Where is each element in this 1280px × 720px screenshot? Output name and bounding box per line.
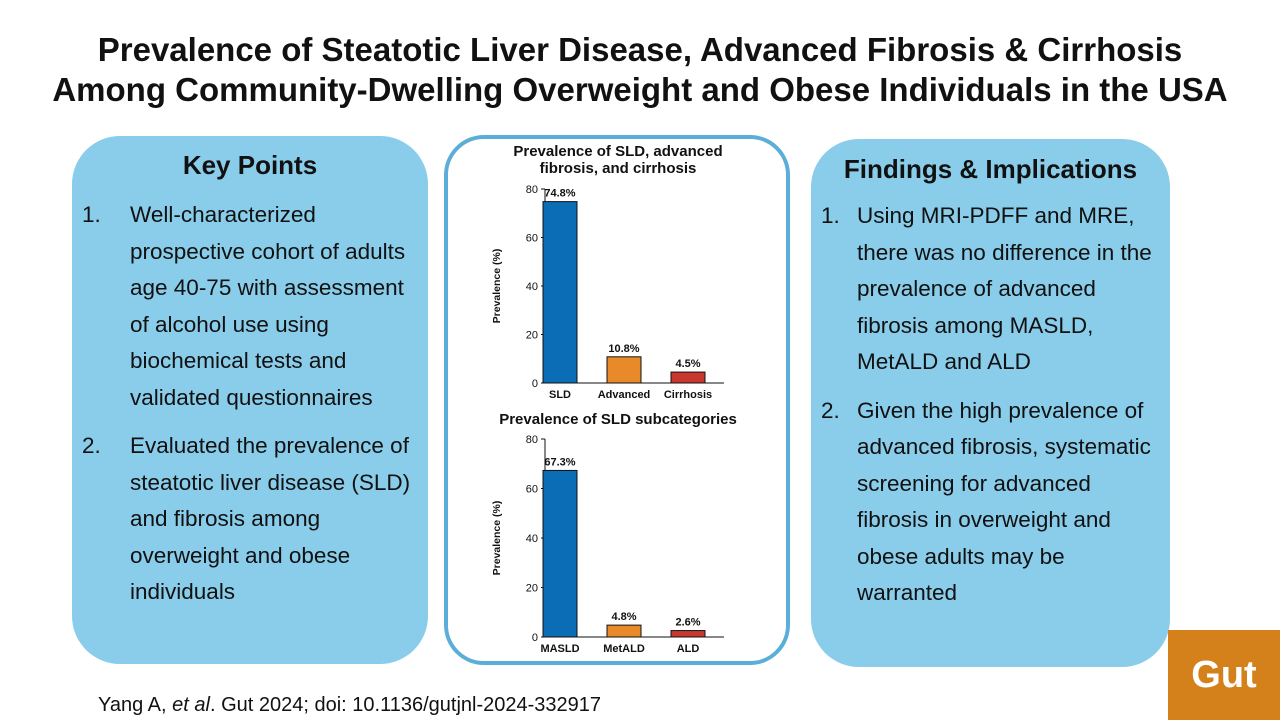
gut-logo-text: Gut bbox=[1191, 654, 1257, 696]
x-category-label: Cirrhosis bbox=[664, 389, 712, 401]
y-tick-label: 40 bbox=[526, 281, 538, 293]
bar bbox=[670, 630, 706, 638]
y-tick-label: 20 bbox=[526, 330, 538, 342]
citation-etal: et al bbox=[172, 694, 210, 716]
y-tick-label: 40 bbox=[526, 533, 538, 545]
chart-panel: Prevalence of SLD, advanced fibrosis, and… bbox=[444, 135, 790, 665]
bar bbox=[542, 201, 578, 384]
key-point-item: 2. Evaluated the prevalence of steatotic… bbox=[72, 428, 428, 611]
y-axis-label: Prevalence (%) bbox=[491, 501, 503, 576]
bar-data-label: 2.6% bbox=[675, 617, 700, 629]
page-title: Prevalence of Steatotic Liver Disease, A… bbox=[0, 30, 1280, 110]
bar bbox=[606, 624, 642, 638]
y-tick-label: 20 bbox=[526, 583, 538, 595]
findings-heading: Findings & Implications bbox=[843, 154, 1138, 184]
page-title-line-2: Among Community-Dwelling Overweight and … bbox=[52, 71, 1228, 108]
finding-item: 2. Given the high prevalence of advanced… bbox=[811, 393, 1170, 612]
bar bbox=[542, 469, 578, 638]
key-point-number: 2. bbox=[82, 433, 101, 458]
citation-authors: Yang A, bbox=[98, 694, 173, 716]
citation: Yang A, et al. Gut 2024; doi: 10.1136/gu… bbox=[98, 693, 601, 717]
key-points-list: 1. Well-characterized prospective cohort… bbox=[72, 197, 428, 611]
x-category-label: MASLD bbox=[540, 643, 579, 655]
key-point-text: Well-characterized prospective cohort of… bbox=[130, 202, 406, 410]
y-tick-label: 0 bbox=[532, 378, 538, 390]
key-points-panel: Key Points 1. Well-characterized prospec… bbox=[72, 136, 428, 664]
bar-data-label: 10.8% bbox=[608, 343, 639, 355]
finding-item: 1. Using MRI-PDFF and MRE, there was no … bbox=[811, 198, 1170, 381]
key-point-number: 1. bbox=[82, 202, 101, 227]
bar-data-label: 4.5% bbox=[675, 358, 700, 370]
x-category-label: ALD bbox=[677, 643, 700, 655]
bar-data-label: 74.8% bbox=[544, 188, 575, 200]
bar-data-label: 67.3% bbox=[544, 456, 575, 468]
y-axis-label: Prevalence (%) bbox=[491, 249, 503, 324]
finding-number: 1. bbox=[821, 203, 840, 228]
gut-journal-logo: Gut bbox=[1168, 630, 1280, 720]
x-category-label: MetALD bbox=[603, 643, 645, 655]
x-category-label: Advanced bbox=[598, 389, 651, 401]
chart-title: fibrosis, and cirrhosis bbox=[540, 160, 697, 177]
page-title-line-1: Prevalence of Steatotic Liver Disease, A… bbox=[97, 31, 1183, 68]
citation-rest: . Gut 2024; doi: 10.1136/gutjnl-2024-332… bbox=[209, 694, 601, 716]
y-tick-label: 80 bbox=[526, 434, 538, 446]
findings-panel: Findings & Implications 1. Using MRI-PDF… bbox=[811, 139, 1170, 667]
findings-list: 1. Using MRI-PDFF and MRE, there was no … bbox=[811, 198, 1170, 612]
key-points-heading: Key Points bbox=[182, 150, 318, 180]
key-point-text: Evaluated the prevalence of steatotic li… bbox=[130, 433, 411, 604]
chart-title: Prevalence of SLD, advanced bbox=[513, 143, 722, 160]
bar-data-label: 4.8% bbox=[611, 611, 636, 623]
chart-title: Prevalence of SLD subcategories bbox=[499, 411, 737, 428]
bar bbox=[670, 371, 706, 384]
y-tick-label: 60 bbox=[526, 233, 538, 245]
key-point-item: 1. Well-characterized prospective cohort… bbox=[72, 197, 428, 416]
y-tick-label: 0 bbox=[532, 632, 538, 644]
finding-number: 2. bbox=[821, 397, 840, 423]
bar bbox=[606, 356, 642, 384]
finding-text: Using MRI-PDFF and MRE, there was no dif… bbox=[857, 203, 1152, 374]
x-category-label: SLD bbox=[549, 389, 571, 401]
y-tick-label: 80 bbox=[526, 184, 538, 196]
finding-text: Given the high prevalence of advanced fi… bbox=[857, 397, 1151, 606]
y-tick-label: 60 bbox=[526, 484, 538, 496]
